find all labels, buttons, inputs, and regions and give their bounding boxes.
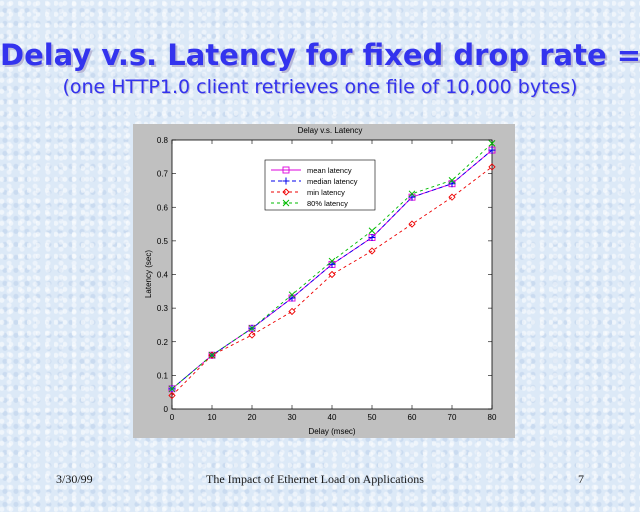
data-point	[282, 177, 290, 185]
y-tick-label: 0.5	[157, 237, 169, 246]
page-number: 7	[578, 472, 584, 486]
y-tick-label: 0.6	[157, 203, 169, 212]
data-point	[448, 180, 456, 188]
data-point	[488, 140, 496, 147]
chart-legend: mean latency median latency min latency 80%…	[264, 159, 376, 211]
footer-date: 3/30/99	[56, 472, 93, 486]
legend-label: 80% latency	[307, 199, 348, 208]
data-point	[368, 227, 376, 235]
y-tick-label: 0.2	[157, 338, 169, 347]
data-point	[448, 193, 456, 201]
data-point	[328, 270, 336, 279]
x-tick-label: 80	[488, 413, 497, 422]
data-point	[208, 351, 216, 359]
footer-center-text: The Impact of Ethernet Load on Applicati…	[206, 472, 424, 486]
chart-figure: Delay v.s. Latency 0 10 20 30 40 50 60 70 80 0 0.1…	[133, 124, 515, 438]
y-tick-label: 0.3	[157, 304, 169, 313]
slide-subtitle: (one HTTP1.0 client retrieves one file o…	[62, 76, 578, 98]
x-tick-label: 70	[448, 413, 457, 422]
series-markers	[168, 140, 496, 400]
data-point	[448, 176, 456, 184]
data-point	[328, 260, 336, 268]
data-point	[168, 385, 176, 393]
y-tick-label: 0.7	[157, 170, 169, 179]
slide-title: Delay v.s. Latency for fixed drop rate =…	[0, 38, 640, 72]
data-point	[208, 351, 216, 359]
axis-ticks: 0 10 20 30 40 50 60 70 80 0 0.1 0.2 0.3 0.4 0.5 0.6 0.7 0…	[157, 136, 497, 422]
data-point	[288, 291, 296, 299]
data-point	[168, 391, 176, 400]
y-tick-label: 0.4	[157, 271, 169, 280]
x-tick-label: 50	[368, 413, 377, 422]
data-point	[248, 324, 256, 332]
data-point	[368, 234, 376, 242]
y-tick-label: 0.8	[157, 136, 169, 145]
legend-label: median latency	[307, 177, 358, 186]
data-point	[408, 190, 416, 198]
latency-chart: Delay v.s. Latency 0 10 20 30 40 50 60 70 80 0 0.1…	[144, 126, 497, 436]
x-tick-label: 60	[408, 413, 417, 422]
y-tick-label: 0	[164, 405, 169, 414]
legend-label: min latency	[307, 188, 345, 197]
x-tick-label: 0	[170, 413, 175, 422]
x-tick-label: 10	[208, 413, 217, 422]
data-point	[282, 188, 290, 196]
data-point	[248, 331, 256, 339]
data-point	[282, 199, 290, 207]
data-point	[488, 146, 496, 154]
x-tick-label: 30	[288, 413, 297, 422]
data-point	[288, 294, 296, 302]
y-axis-label: Latency (sec)	[144, 250, 153, 298]
data-point	[282, 166, 290, 174]
data-point	[488, 163, 496, 171]
data-point	[368, 247, 376, 255]
chart-title: Delay v.s. Latency	[298, 126, 363, 135]
x-tick-label: 40	[328, 413, 337, 422]
legend-label: mean latency	[307, 166, 352, 175]
data-point	[408, 193, 416, 201]
data-point	[328, 257, 336, 265]
data-point	[408, 220, 416, 228]
x-axis-label: Delay (msec)	[308, 427, 355, 436]
x-tick-label: 20	[248, 413, 257, 422]
data-point	[288, 307, 296, 316]
y-tick-label: 0.1	[157, 371, 169, 380]
